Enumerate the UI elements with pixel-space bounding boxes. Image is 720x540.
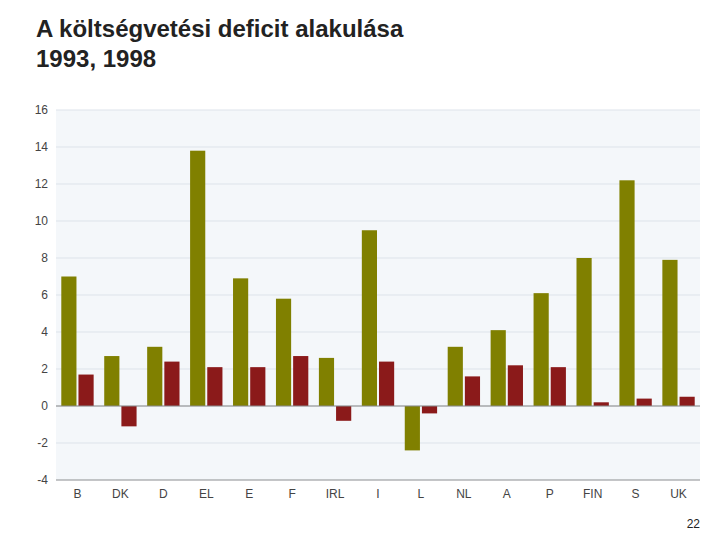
bar bbox=[276, 299, 291, 406]
bar bbox=[293, 356, 308, 406]
x-tick-label: B bbox=[73, 487, 81, 501]
bar bbox=[534, 293, 549, 406]
y-tick-label: 0 bbox=[41, 399, 48, 413]
x-tick-label: DK bbox=[112, 487, 129, 501]
bar bbox=[465, 376, 480, 406]
bar bbox=[250, 367, 265, 406]
bar bbox=[319, 358, 334, 406]
bar bbox=[422, 406, 437, 413]
grid-line bbox=[56, 110, 700, 111]
grid-line bbox=[56, 443, 700, 444]
grid-line bbox=[56, 258, 700, 259]
chart: -4 -2 0 2 4 6 8 10 12 14 16 B DK D EL E F IRL I L NL A P FIN S UK… bbox=[0, 0, 720, 540]
bar bbox=[576, 258, 591, 406]
bar bbox=[121, 406, 136, 426]
x-tick-label: F bbox=[288, 487, 295, 501]
x-tick-label: L bbox=[418, 487, 425, 501]
bar bbox=[637, 399, 652, 406]
bar bbox=[448, 347, 463, 406]
bar bbox=[491, 330, 506, 406]
grid-line bbox=[56, 295, 700, 296]
title: A költségvetési deficit alakulása 1993, … bbox=[36, 14, 686, 74]
page-number: 22 bbox=[687, 517, 701, 531]
bar bbox=[619, 180, 634, 406]
bar bbox=[508, 365, 523, 406]
bar bbox=[362, 230, 377, 406]
x-tick-label: NL bbox=[456, 487, 472, 501]
y-tick-label: 16 bbox=[35, 103, 49, 117]
grid-line bbox=[56, 332, 700, 333]
x-tick-label: FIN bbox=[583, 487, 602, 501]
bars bbox=[61, 151, 694, 451]
y-tick-label: 2 bbox=[41, 362, 48, 376]
bar bbox=[405, 406, 420, 450]
bar bbox=[147, 347, 162, 406]
grid-line bbox=[56, 184, 700, 185]
x-axis-line bbox=[56, 480, 700, 481]
bar bbox=[551, 367, 566, 406]
grid-line bbox=[56, 480, 700, 481]
bar bbox=[104, 356, 119, 406]
plot-area bbox=[56, 110, 700, 480]
grid-line bbox=[56, 147, 700, 148]
x-tick-label: S bbox=[632, 487, 640, 501]
y-tick-label: 12 bbox=[35, 177, 49, 191]
x-tick-label: IRL bbox=[326, 487, 345, 501]
x-tick-label: UK bbox=[670, 487, 687, 501]
bar bbox=[662, 260, 677, 406]
x-tick-label: I bbox=[376, 487, 379, 501]
y-tick-label: 6 bbox=[41, 288, 48, 302]
x-tick-label: EL bbox=[199, 487, 214, 501]
bar bbox=[233, 278, 248, 406]
x-tick-label: D bbox=[159, 487, 168, 501]
y-tick-label: -4 bbox=[37, 473, 48, 487]
x-tick-label: A bbox=[503, 487, 511, 501]
x-tick-label: P bbox=[546, 487, 554, 501]
bar bbox=[336, 406, 351, 421]
bar bbox=[61, 277, 76, 407]
bar bbox=[379, 362, 394, 406]
y-tick-label: 4 bbox=[41, 325, 48, 339]
bar bbox=[594, 402, 609, 406]
bar bbox=[164, 362, 179, 406]
y-tick-label: 8 bbox=[41, 251, 48, 265]
grid-line bbox=[56, 221, 700, 222]
y-tick-label: 14 bbox=[35, 140, 49, 154]
grid-line bbox=[56, 406, 700, 407]
bar bbox=[207, 367, 222, 406]
bar bbox=[78, 375, 93, 406]
bar bbox=[190, 151, 205, 406]
y-tick-label: -2 bbox=[37, 436, 48, 450]
bar bbox=[680, 397, 695, 406]
y-tick-label: 10 bbox=[35, 214, 49, 228]
zero-line bbox=[56, 406, 700, 407]
x-tick-label: E bbox=[245, 487, 253, 501]
